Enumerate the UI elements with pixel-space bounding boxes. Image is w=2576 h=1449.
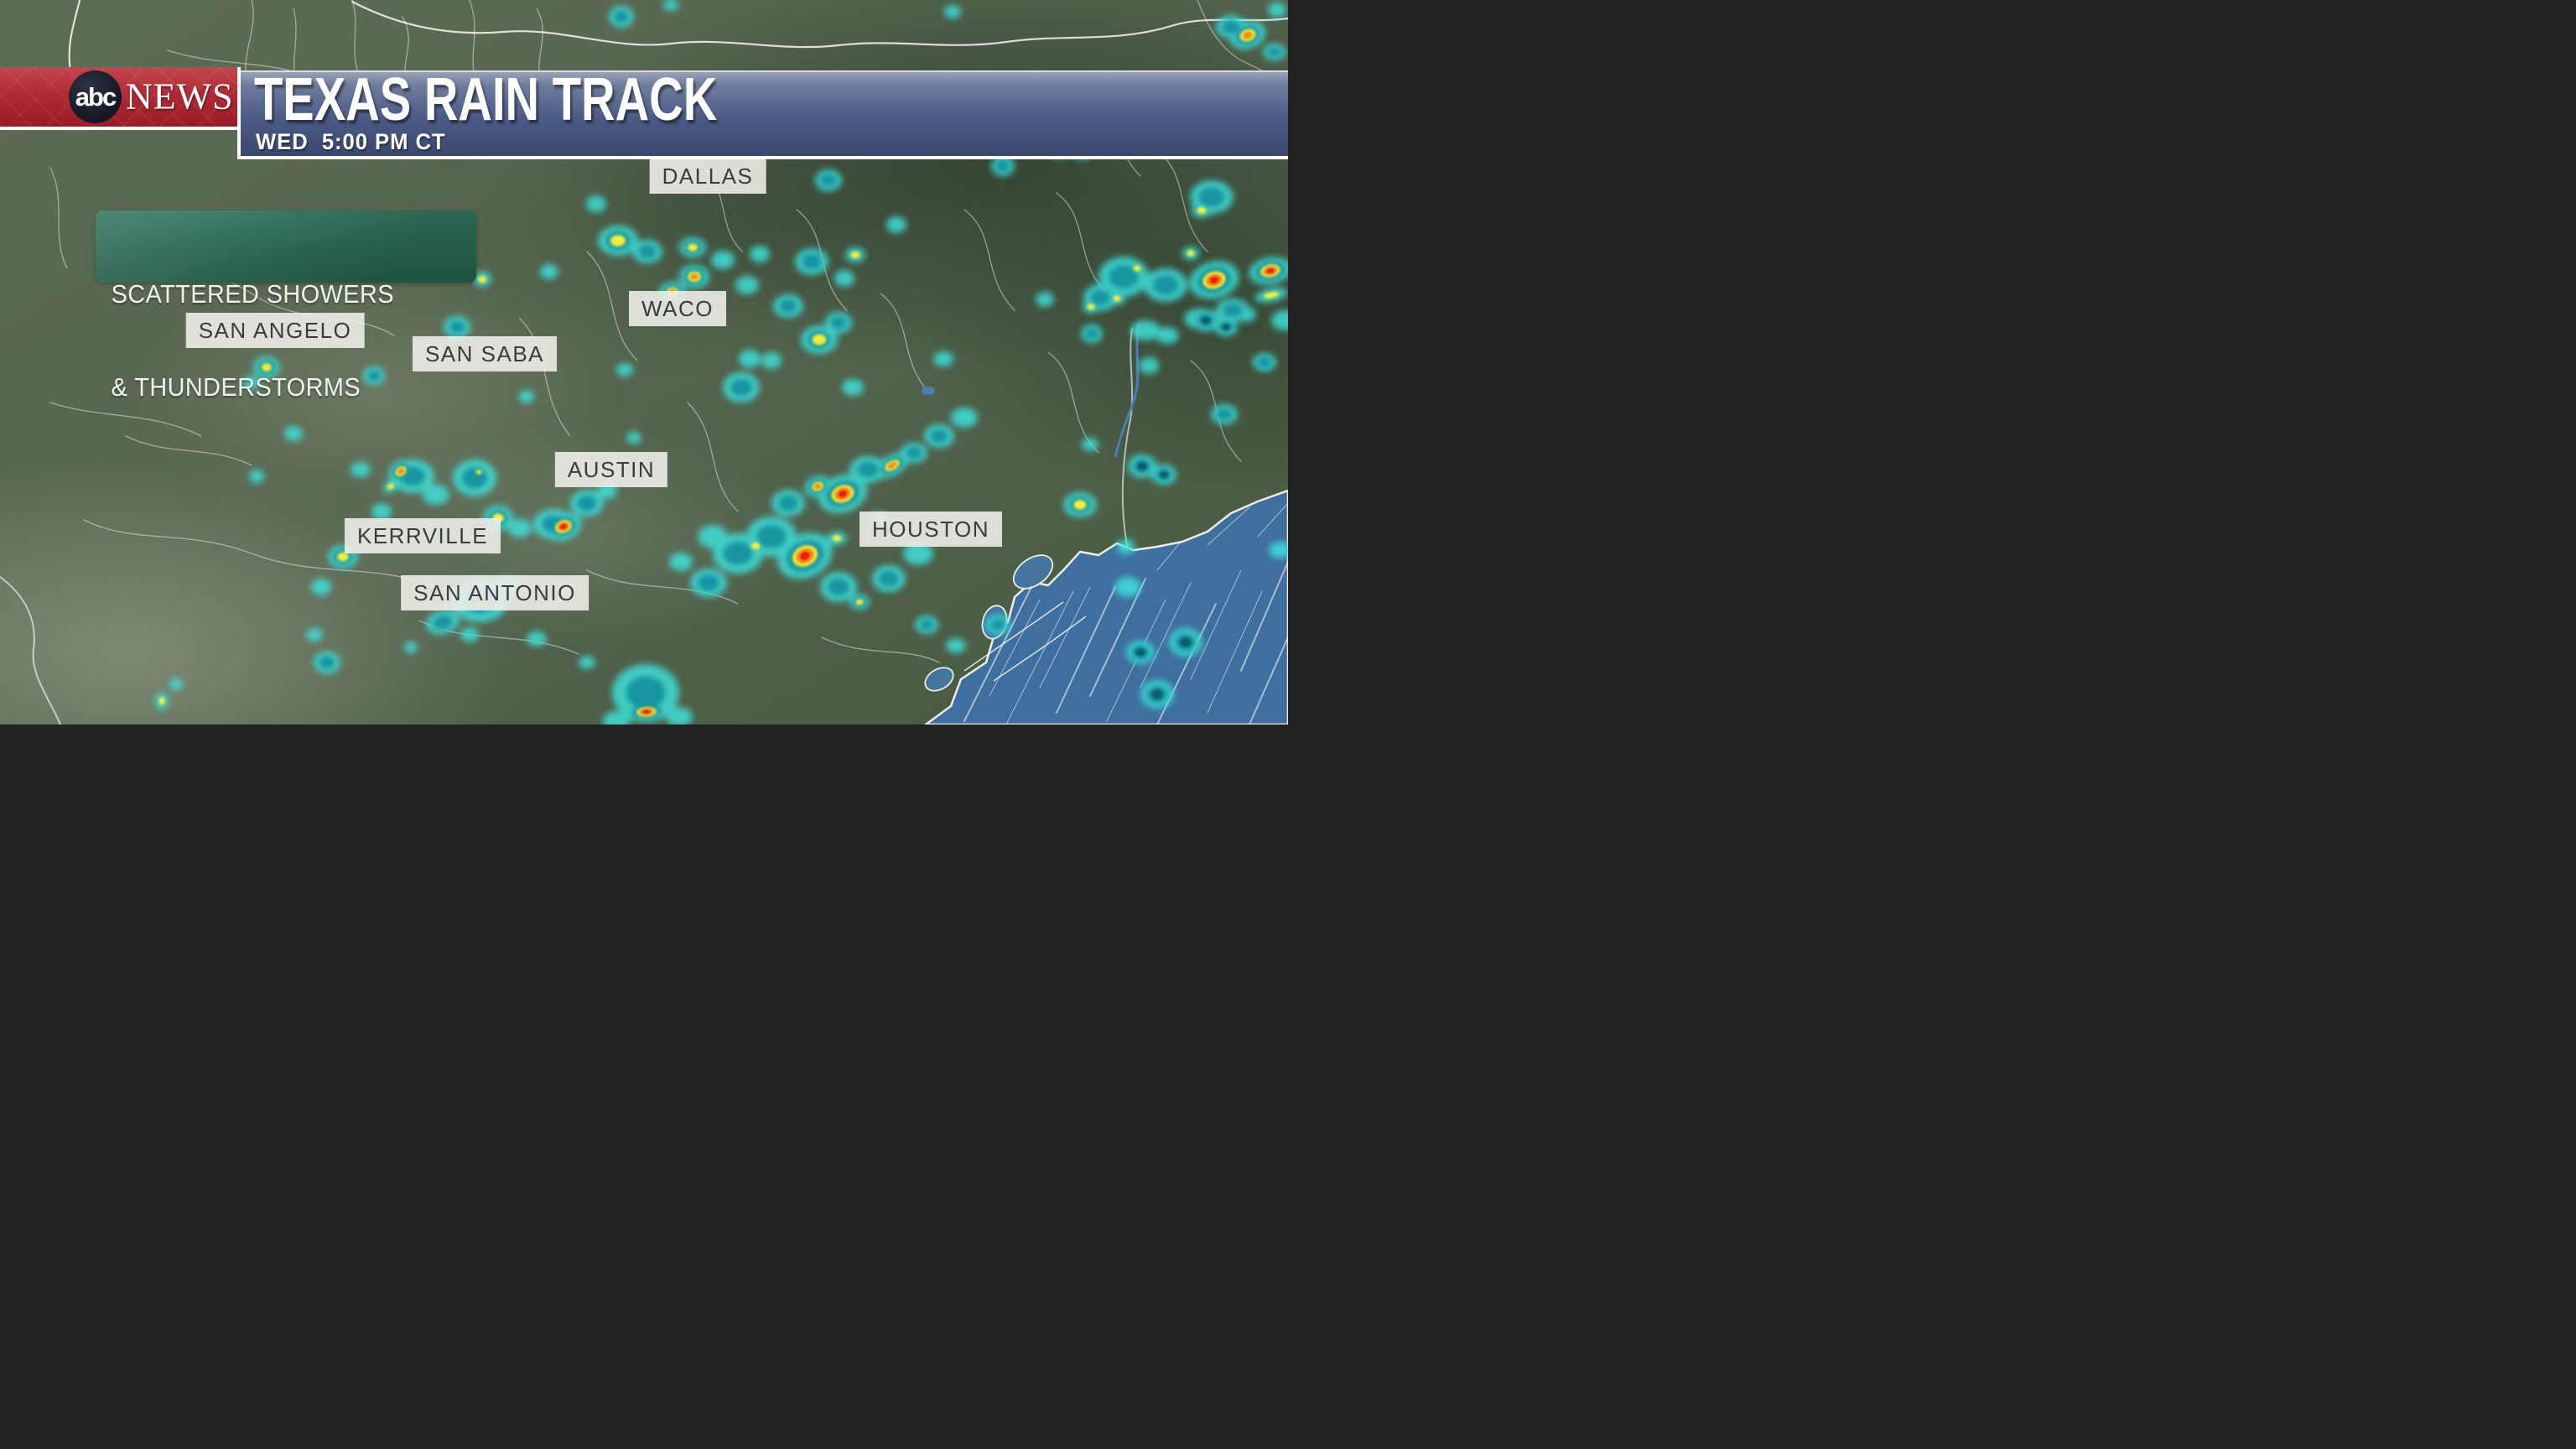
city-label-houston: HOUSTON <box>859 512 1003 547</box>
city-label-dallas: DALLAS <box>649 158 766 194</box>
rivers-lakes <box>922 322 1140 458</box>
radar-layer <box>65 0 1288 724</box>
news-wordmark: NEWS <box>126 75 234 117</box>
timestamp: WED 5:00 PM CT <box>256 129 446 154</box>
barrier-island-lines <box>963 601 1087 682</box>
abc-news-banner: abc NEWS <box>0 67 241 130</box>
gulf-wave-streaks <box>963 502 1288 724</box>
callout-line1: SCATTERED SHOWERS <box>111 279 394 309</box>
page-title: TEXAS RAIN TRACK <box>254 66 718 133</box>
terrain-layer <box>0 0 1288 724</box>
weather-map: DALLAS WACO SAN ANGELO SAN SABA AUSTIN KERRVI… <box>0 0 1288 724</box>
gulf-water <box>924 489 1288 724</box>
callout-line2: & THUNDERSTORMS <box>111 372 361 402</box>
city-label-san-saba: SAN SABA <box>412 336 558 371</box>
city-labels: DALLAS WACO SAN ANGELO SAN SABA AUSTIN KERRVI… <box>0 0 1288 724</box>
city-label-waco: WACO <box>629 291 726 326</box>
title-banner: TEXAS RAIN TRACK WED 5:00 PM CT <box>237 66 1288 159</box>
city-label-san-angelo: SAN ANGELO <box>185 313 365 348</box>
city-label-austin: AUSTIN <box>554 452 668 487</box>
city-label-kerrville: KERRVILLE <box>344 518 501 553</box>
callout-banner: SCATTERED SHOWERS & THUNDERSTORMS <box>96 210 476 402</box>
abc-logo-text: abc <box>75 81 117 112</box>
city-label-san-antonio: SAN ANTONIO <box>401 575 589 610</box>
abc-logo-icon: abc <box>69 70 122 123</box>
